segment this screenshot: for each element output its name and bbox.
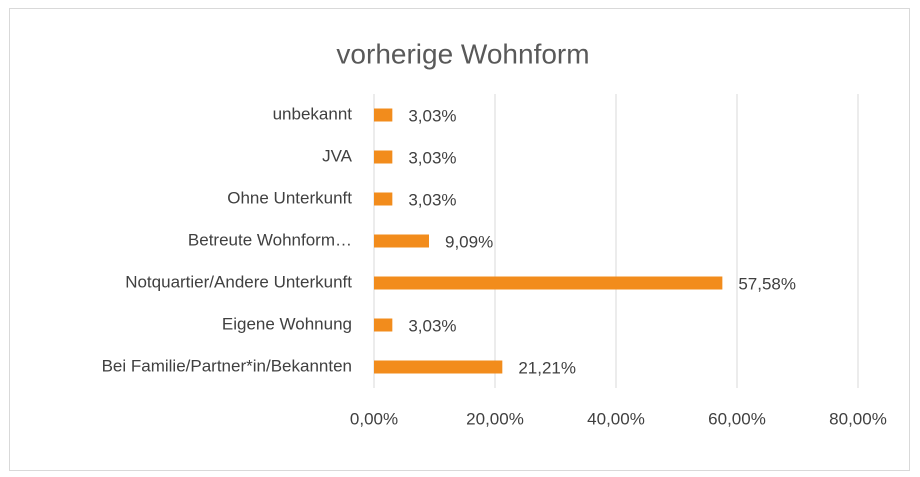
bar bbox=[374, 150, 393, 164]
x-tick-label: 80,00% bbox=[829, 409, 887, 428]
bar bbox=[374, 276, 723, 290]
value-label: 9,09% bbox=[445, 232, 493, 251]
chart-title: vorherige Wohnform bbox=[336, 38, 589, 69]
y-tick-label: unbekannt bbox=[273, 104, 353, 123]
y-tick-label: Notquartier/Andere Unterkunft bbox=[125, 272, 352, 291]
value-label: 3,03% bbox=[408, 148, 456, 167]
bar bbox=[374, 108, 393, 122]
x-tick-label: 0,00% bbox=[350, 409, 398, 428]
bar bbox=[374, 318, 393, 332]
y-tick-label: Betreute Wohnform… bbox=[188, 230, 352, 249]
x-tick-label: 20,00% bbox=[466, 409, 524, 428]
value-label: 21,21% bbox=[518, 358, 576, 377]
value-label: 3,03% bbox=[408, 190, 456, 209]
bar bbox=[374, 360, 503, 374]
value-label: 3,03% bbox=[408, 106, 456, 125]
bar bbox=[374, 192, 393, 206]
x-tick-label: 60,00% bbox=[708, 409, 766, 428]
value-label: 57,58% bbox=[738, 274, 796, 293]
x-tick-label: 40,00% bbox=[587, 409, 645, 428]
y-tick-label: JVA bbox=[322, 146, 353, 165]
y-tick-label: Eigene Wohnung bbox=[222, 314, 352, 333]
value-label: 3,03% bbox=[408, 316, 456, 335]
y-tick-label: Ohne Unterkunft bbox=[227, 188, 352, 207]
chart-frame bbox=[9, 8, 910, 471]
bar bbox=[374, 234, 429, 248]
y-tick-label: Bei Familie/Partner*in/Bekannten bbox=[102, 356, 352, 375]
